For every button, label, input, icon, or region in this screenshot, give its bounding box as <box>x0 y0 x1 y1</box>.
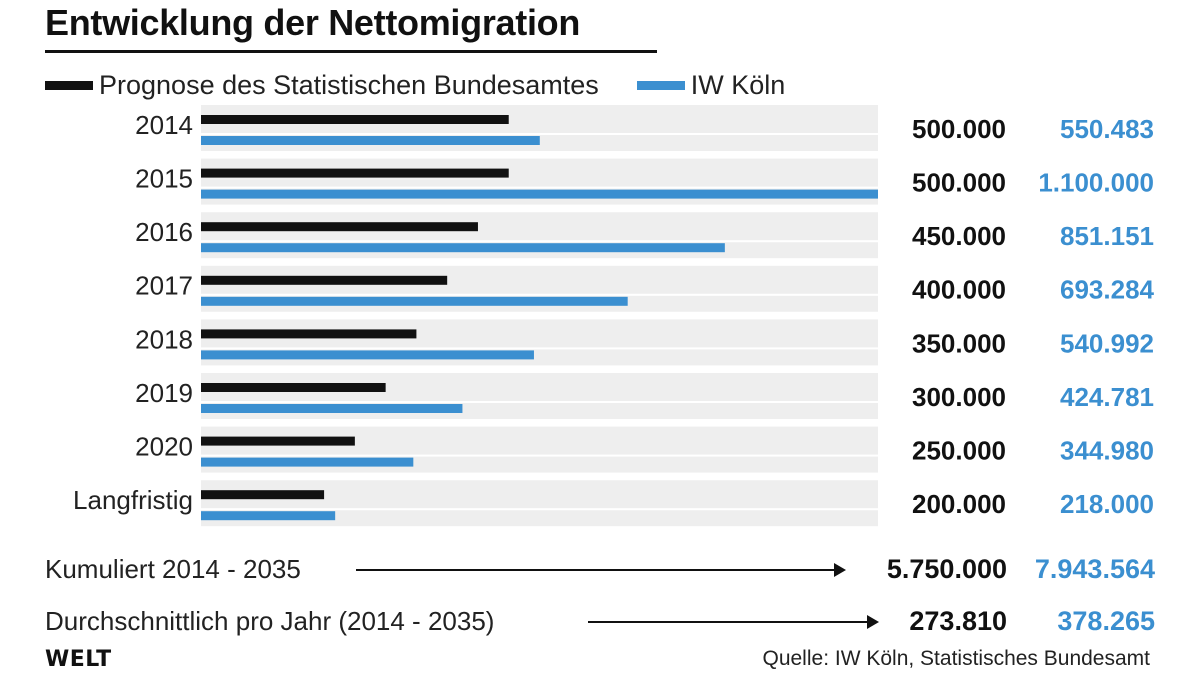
summary-arrow-line-cumulative <box>356 569 836 571</box>
chart-title: Entwicklung der Nettomigration <box>45 2 581 43</box>
summary-label-average: Durchschnittlich pro Jahr (2014 - 2035) <box>45 605 495 636</box>
legend-item-destatis: Prognose des Statistischen Bundesamtes <box>45 70 599 101</box>
data-label-iw: 218.000 <box>1060 489 1154 519</box>
row-separator <box>201 133 878 135</box>
bar-iw <box>201 511 336 521</box>
bar-iw <box>201 296 628 306</box>
summary-arrow-line-average <box>588 621 870 623</box>
bar-destatis <box>201 436 355 446</box>
row-separator <box>201 347 878 350</box>
category-label: 2020 <box>135 431 193 461</box>
category-label: 2017 <box>135 271 193 301</box>
title-underline <box>45 50 657 53</box>
bar-iw <box>201 350 534 360</box>
data-label-destatis: 400.000 <box>912 275 1006 305</box>
bar-destatis <box>201 490 325 500</box>
bar-iw <box>201 404 463 413</box>
data-label-destatis: 250.000 <box>912 435 1006 465</box>
row-separator <box>201 401 878 403</box>
data-label-iw: 540.992 <box>1060 328 1154 358</box>
legend-label-iw: IW Köln <box>690 69 786 100</box>
arrow-icon <box>867 615 879 629</box>
summary-label-cumulative: Kumuliert 2014 - 2035 <box>45 553 301 584</box>
source-note: Quelle: IW Köln, Statistisches Bundesamt <box>762 647 1150 670</box>
data-label-destatis: 500.000 <box>912 114 1006 144</box>
bar-destatis <box>201 115 509 124</box>
legend: Prognose des Statistischen Bundesamtes I… <box>45 68 823 102</box>
data-label-destatis: 450.000 <box>912 221 1006 251</box>
data-label-iw: 550.483 <box>1060 114 1154 144</box>
data-label-iw: 344.980 <box>1060 435 1154 465</box>
row-separator <box>201 508 878 511</box>
welt-logo: WELT <box>45 647 112 672</box>
data-label-destatis: 350.000 <box>912 328 1006 358</box>
bar-destatis <box>201 275 448 285</box>
data-label-iw: 1.100.000 <box>1038 167 1154 197</box>
data-label-iw: 851.151 <box>1060 221 1154 251</box>
legend-swatch-iw <box>636 80 685 90</box>
summary-value-iw-average: 378.265 <box>1057 605 1155 636</box>
data-label-iw: 424.781 <box>1060 382 1154 412</box>
bar-destatis <box>201 383 386 392</box>
row-separator <box>201 240 878 243</box>
category-label: 2019 <box>135 378 193 408</box>
bar-iw <box>201 457 414 467</box>
category-label: 2016 <box>135 217 193 247</box>
data-label-iw: 693.284 <box>1060 275 1155 305</box>
summary-value-iw-cumulative: 7.943.564 <box>1034 553 1155 584</box>
category-label: 2015 <box>135 163 193 193</box>
legend-swatch-destatis <box>45 80 93 90</box>
bar-iw <box>201 136 540 145</box>
row-separator <box>201 454 878 457</box>
legend-label-destatis: Prognose des Statistischen Bundesamtes <box>99 69 599 100</box>
category-label: 2018 <box>135 324 193 354</box>
bar-chart: 2014 500.000 550.483 2015 500.000 1.100.000 20… <box>73 105 1155 527</box>
legend-item-iw: IW Köln <box>636 69 786 101</box>
bar-destatis <box>201 168 509 178</box>
category-label: Langfristig <box>73 485 193 515</box>
arrow-icon <box>834 563 846 577</box>
summary-value-destatis-cumulative: 5.750.000 <box>886 553 1007 584</box>
data-label-destatis: 500.000 <box>912 167 1006 197</box>
bar-destatis <box>201 222 478 232</box>
bar-iw <box>201 243 725 253</box>
data-label-destatis: 300.000 <box>912 382 1006 412</box>
bar-destatis <box>201 329 417 339</box>
row-separator <box>201 186 878 189</box>
row-separator <box>201 293 878 296</box>
bar-iw <box>201 189 878 199</box>
data-label-destatis: 200.000 <box>912 489 1006 519</box>
summary-value-destatis-average: 273.810 <box>909 605 1007 636</box>
category-label: 2014 <box>135 110 193 140</box>
